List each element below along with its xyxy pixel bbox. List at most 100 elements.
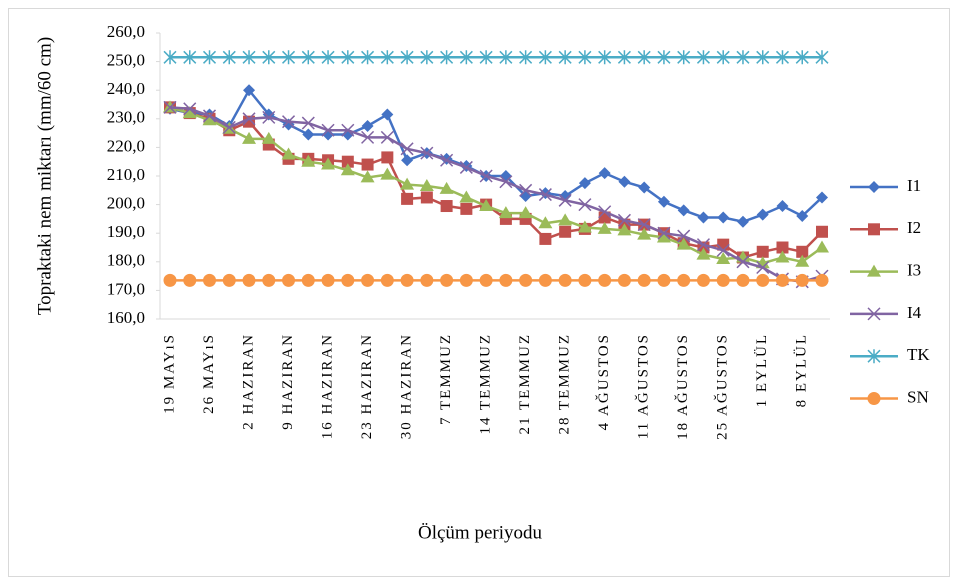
point-marker — [243, 84, 256, 97]
point-marker — [578, 50, 592, 65]
point-marker — [795, 50, 809, 65]
point-marker — [697, 211, 710, 224]
point-marker — [420, 50, 434, 65]
point-marker — [182, 106, 197, 119]
point-marker — [380, 50, 394, 65]
point-marker — [696, 247, 711, 260]
y-tick-label: 190,0 — [107, 222, 145, 241]
series-line — [169, 106, 823, 265]
point-marker — [262, 50, 276, 65]
point-marker — [262, 110, 276, 124]
point-marker — [261, 131, 276, 144]
point-marker — [677, 273, 691, 287]
point-marker — [617, 273, 631, 287]
x-axis-title: Ölçüm periyodu — [418, 522, 543, 543]
point-marker — [420, 191, 433, 204]
point-marker — [696, 50, 710, 65]
x-tick-label: 19 MAYıS — [161, 333, 177, 414]
x-tick-label: 4 AĞUSTOS — [595, 333, 612, 430]
point-marker — [183, 273, 197, 287]
point-marker — [459, 50, 473, 65]
y-tick-label: 240,0 — [107, 79, 145, 98]
point-marker — [577, 220, 592, 233]
legend-marker — [868, 223, 880, 236]
point-marker — [242, 273, 256, 287]
point-marker — [440, 273, 454, 287]
point-marker — [242, 131, 257, 144]
point-marker — [716, 273, 730, 287]
point-marker — [499, 175, 513, 189]
point-marker — [321, 123, 335, 137]
legend-label: I4 — [907, 303, 922, 322]
legend-label: I1 — [907, 176, 921, 195]
point-marker — [420, 146, 434, 160]
legend-marker — [867, 307, 881, 321]
point-marker — [499, 273, 513, 287]
legend-label: TK — [907, 345, 930, 364]
point-marker — [776, 241, 789, 254]
point-marker — [598, 205, 612, 219]
point-marker — [756, 208, 769, 221]
legend-marker — [867, 349, 881, 364]
point-marker — [716, 243, 730, 257]
point-marker — [302, 128, 315, 141]
x-tick-label: 21 TEMMUZ — [517, 333, 533, 434]
point-marker — [341, 50, 355, 65]
y-tick-label: 180,0 — [107, 251, 145, 270]
point-marker — [637, 218, 651, 232]
point-marker — [657, 195, 670, 208]
point-marker — [341, 155, 354, 168]
legend-marker — [868, 181, 880, 193]
y-tick-label: 170,0 — [107, 279, 145, 298]
x-tick-label: 9 HAZIRAN — [280, 333, 296, 430]
point-marker — [262, 273, 276, 287]
x-tick-label: 28 TEMMUZ — [557, 333, 573, 434]
x-tick-label: 7 TEMMUZ — [438, 333, 454, 425]
y-tick-label: 220,0 — [107, 136, 145, 155]
point-marker — [775, 250, 790, 263]
x-tick-label: 2 HAZIRAN — [240, 333, 256, 430]
point-marker — [440, 153, 454, 167]
point-marker — [459, 160, 473, 174]
point-marker — [558, 193, 572, 207]
x-tick-label: 1 EYLÜL — [753, 333, 770, 407]
point-marker — [498, 206, 513, 219]
point-marker — [696, 273, 710, 287]
point-marker — [222, 120, 236, 134]
point-marker — [282, 273, 296, 287]
point-marker — [519, 273, 533, 287]
y-axis-title: Topraktaki nem miktarı (mm/60 cm) — [34, 37, 55, 315]
point-marker — [202, 113, 217, 126]
point-marker — [775, 273, 789, 287]
x-tick-label: 8 EYLÜL — [793, 333, 810, 407]
point-marker — [597, 221, 612, 234]
point-marker — [282, 50, 296, 65]
point-marker — [598, 273, 612, 287]
point-marker — [400, 273, 414, 287]
point-marker — [775, 50, 790, 65]
point-marker — [301, 50, 315, 65]
point-marker — [361, 273, 375, 287]
point-marker — [617, 223, 632, 236]
y-tick-label: 250,0 — [107, 51, 145, 70]
point-marker — [163, 50, 177, 65]
point-marker — [677, 50, 691, 65]
point-marker — [361, 158, 374, 171]
point-marker — [578, 273, 592, 287]
point-marker — [815, 240, 829, 253]
point-marker — [676, 237, 691, 250]
point-marker — [420, 273, 434, 287]
legend-label: I3 — [907, 261, 921, 280]
point-marker — [301, 116, 315, 130]
point-marker — [756, 260, 770, 275]
point-marker — [380, 167, 395, 180]
point-marker — [558, 213, 573, 226]
x-tick-label: 26 MAYıS — [201, 333, 217, 414]
y-tick-label: 160,0 — [107, 308, 145, 327]
y-tick-label: 230,0 — [107, 108, 145, 127]
point-marker — [637, 227, 652, 240]
point-marker — [598, 50, 612, 65]
y-tick-label: 200,0 — [107, 194, 145, 213]
point-marker — [479, 50, 493, 65]
